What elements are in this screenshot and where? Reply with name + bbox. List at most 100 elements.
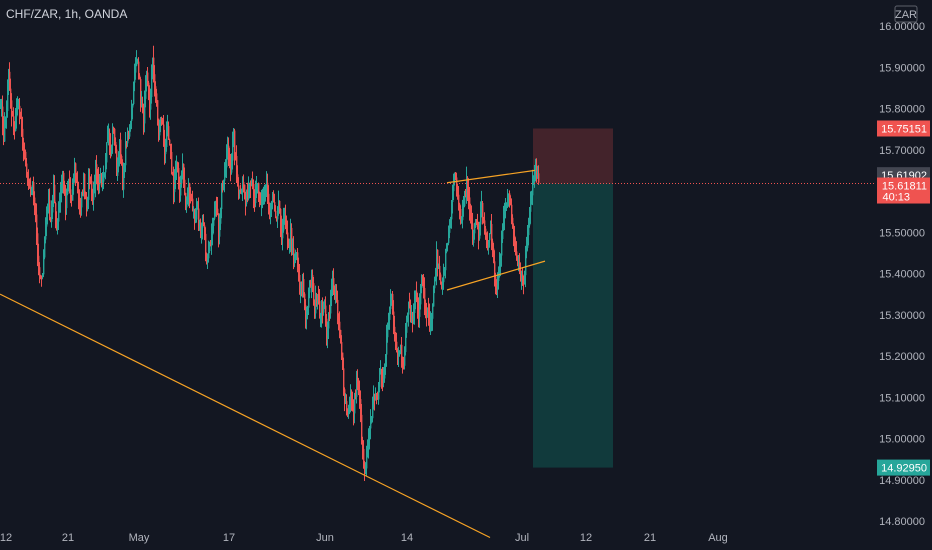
candle-body[interactable] [307, 307, 309, 309]
candle-body[interactable] [339, 321, 341, 330]
candle-body[interactable] [168, 126, 170, 140]
candle-body[interactable] [80, 206, 82, 208]
candle-body[interactable] [474, 227, 476, 234]
candle-body[interactable] [42, 274, 44, 277]
candle-body[interactable] [345, 401, 347, 404]
candle-body[interactable] [201, 227, 203, 232]
candle-body[interactable] [245, 194, 247, 204]
candle-body[interactable] [113, 127, 115, 129]
candle-body[interactable] [145, 86, 147, 99]
candle-body[interactable] [97, 171, 99, 179]
candle-body[interactable] [239, 189, 241, 191]
candle-body[interactable] [528, 225, 530, 236]
candle-body[interactable] [524, 275, 526, 283]
candle-body[interactable] [261, 201, 263, 205]
candle-body[interactable] [314, 305, 316, 314]
candle-body[interactable] [214, 212, 216, 219]
candle-body[interactable] [154, 74, 156, 87]
candle-body[interactable] [366, 453, 368, 469]
candle-body[interactable] [357, 377, 359, 389]
candle-body[interactable] [133, 82, 135, 104]
candle-body[interactable] [7, 88, 9, 111]
candle-body[interactable] [526, 247, 528, 253]
candle-body[interactable] [263, 194, 265, 199]
candle-body[interactable] [329, 312, 331, 314]
candle-body[interactable] [229, 156, 231, 162]
candle-body[interactable] [418, 309, 420, 317]
price-axis[interactable]: 16.0000015.9000015.8000015.7000015.60000… [879, 5, 925, 528]
candle-body[interactable] [340, 329, 342, 343]
candle-body[interactable] [226, 155, 228, 168]
candle-body[interactable] [45, 226, 47, 240]
candle-body[interactable] [89, 176, 91, 179]
candle-body[interactable] [328, 312, 330, 329]
candle-body[interactable] [238, 185, 240, 190]
candle-body[interactable] [136, 61, 138, 66]
candle-body[interactable] [343, 368, 345, 390]
candle-body[interactable] [417, 296, 419, 310]
candle-body[interactable] [164, 139, 166, 155]
candle-body[interactable] [158, 118, 160, 136]
candle-body[interactable] [338, 314, 340, 322]
candle-body[interactable] [25, 151, 27, 164]
candle-body[interactable] [237, 174, 239, 186]
candle-body[interactable] [46, 214, 48, 227]
candle-body[interactable] [323, 306, 325, 313]
candle-body[interactable] [494, 261, 496, 277]
candle-body[interactable] [102, 181, 104, 183]
candle-body[interactable] [105, 162, 107, 173]
candle-body[interactable] [275, 210, 277, 217]
candle-body[interactable] [41, 275, 43, 277]
candle-body[interactable] [300, 284, 302, 294]
candle-body[interactable] [76, 178, 78, 182]
candle-body[interactable] [319, 301, 321, 317]
candle-body[interactable] [248, 188, 250, 199]
candle-body[interactable] [132, 103, 134, 108]
candle-body[interactable] [374, 393, 376, 400]
candle-body[interactable] [148, 82, 150, 96]
candle-body[interactable] [260, 198, 262, 205]
candle-body[interactable] [351, 395, 353, 400]
candle-body[interactable] [155, 86, 157, 94]
candle-body[interactable] [354, 394, 356, 414]
candle-body[interactable] [335, 295, 337, 297]
candle-body[interactable] [523, 280, 525, 283]
candle-body[interactable] [250, 185, 252, 187]
candle-body[interactable] [53, 184, 55, 199]
candle-body[interactable] [166, 131, 168, 147]
candle-body[interactable] [467, 177, 469, 191]
candle-body[interactable] [198, 208, 200, 224]
candle-body[interactable] [176, 162, 178, 173]
candle-body[interactable] [394, 326, 396, 342]
candle-body[interactable] [195, 219, 197, 223]
candle-body[interactable] [517, 256, 519, 264]
candle-body[interactable] [306, 307, 308, 320]
candle-body[interactable] [111, 145, 113, 148]
candle-body[interactable] [361, 414, 363, 443]
candle-body[interactable] [70, 189, 72, 197]
candle-body[interactable] [120, 139, 122, 157]
candle-body[interactable] [349, 406, 351, 412]
candle-body[interactable] [485, 228, 487, 237]
candle-body[interactable] [489, 233, 491, 241]
candle-body[interactable] [424, 287, 426, 304]
candle-body[interactable] [269, 203, 271, 213]
candle-body[interactable] [299, 275, 301, 294]
candle-body[interactable] [382, 376, 384, 383]
candle-body[interactable] [188, 183, 190, 196]
candle-body[interactable] [509, 193, 511, 199]
candle-body[interactable] [455, 174, 457, 178]
candle-body[interactable] [77, 181, 79, 194]
candle-body[interactable] [375, 393, 377, 400]
candle-body[interactable] [292, 248, 294, 250]
candle-body[interactable] [491, 224, 493, 242]
candle-body[interactable] [442, 282, 444, 287]
candle-body[interactable] [59, 200, 61, 211]
candle-body[interactable] [169, 139, 171, 145]
candle-body[interactable] [441, 284, 443, 287]
candle-body[interactable] [94, 185, 96, 189]
candle-body[interactable] [157, 100, 159, 119]
candle-body[interactable] [370, 420, 372, 429]
candle-body[interactable] [405, 332, 407, 353]
